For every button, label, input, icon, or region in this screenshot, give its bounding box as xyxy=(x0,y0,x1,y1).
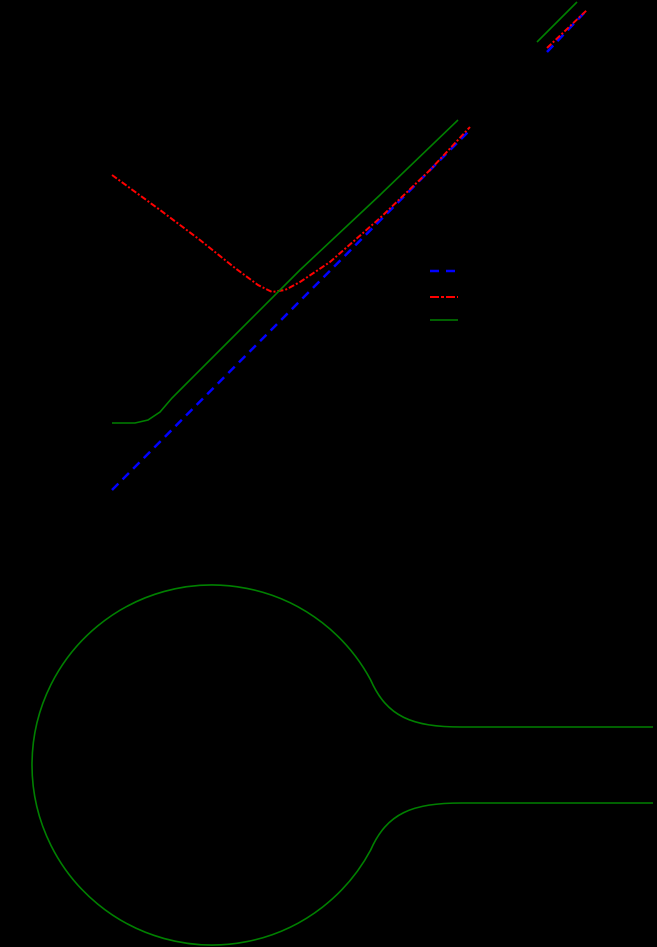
series-green-solid-upper xyxy=(537,2,577,42)
legend xyxy=(430,271,458,320)
bulb-contour xyxy=(32,585,653,945)
bottom-plot xyxy=(32,585,653,945)
series-green-solid xyxy=(112,120,458,423)
series-red-dashdot xyxy=(112,127,470,292)
top-plot xyxy=(112,2,587,490)
chart-canvas xyxy=(0,0,657,947)
